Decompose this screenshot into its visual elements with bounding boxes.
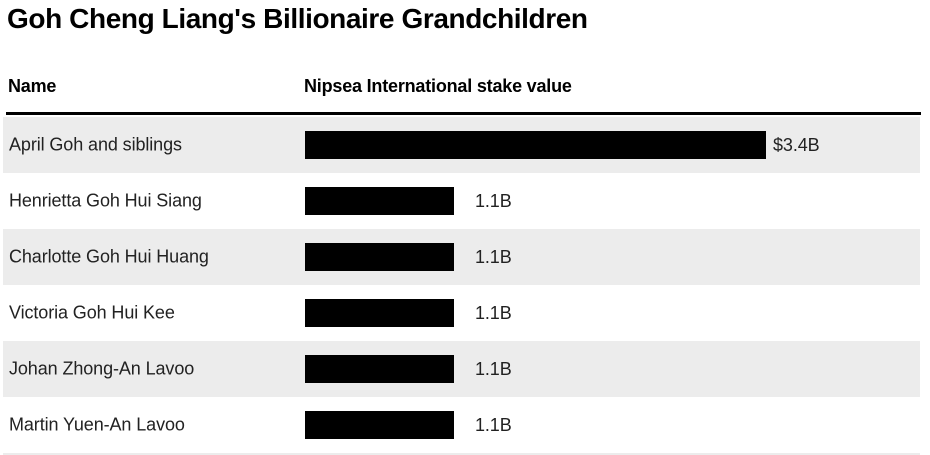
value-label: 1.1B: [475, 190, 512, 211]
value-bar: [305, 411, 454, 439]
row-name-label: April Goh and siblings: [9, 134, 182, 155]
value-label: $3.4B: [773, 134, 820, 155]
bar-area: 1.1B: [305, 299, 920, 327]
row-name-label: Martin Yuen-An Lavoo: [9, 414, 185, 435]
value-bar: [305, 243, 454, 271]
table-row: Johan Zhong-An Lavoo 1.1B: [3, 341, 920, 397]
value-bar: [305, 299, 454, 327]
value-bar: [305, 355, 454, 383]
column-header-name: Name: [8, 76, 57, 96]
bar-area: 1.1B: [305, 187, 920, 215]
bar-area: 1.1B: [305, 355, 920, 383]
value-bar: [305, 187, 454, 215]
value-label: 1.1B: [475, 302, 512, 323]
chart-rows: April Goh and siblings $3.4B Henrietta G…: [3, 117, 920, 453]
column-header-stake-value: Nipsea International stake value: [304, 76, 572, 96]
table-row: Henrietta Goh Hui Siang 1.1B: [3, 173, 920, 229]
table-row: Martin Yuen-An Lavoo 1.1B: [3, 397, 920, 453]
table-row: April Goh and siblings $3.4B: [3, 117, 920, 173]
next-row-sliver: [3, 453, 920, 455]
value-label: 1.1B: [475, 246, 512, 267]
chart-title: Goh Cheng Liang's Billionaire Grandchild…: [7, 3, 588, 34]
row-name-label: Charlotte Goh Hui Huang: [9, 246, 209, 267]
row-name-label: Johan Zhong-An Lavoo: [9, 358, 195, 379]
table-row: Victoria Goh Hui Kee 1.1B: [3, 285, 920, 341]
bar-area: 1.1B: [305, 243, 920, 271]
bar-area: 1.1B: [305, 411, 920, 439]
value-label: 1.1B: [475, 358, 512, 379]
value-bar: [305, 131, 766, 159]
table-row: Charlotte Goh Hui Huang 1.1B: [3, 229, 920, 285]
row-name-label: Victoria Goh Hui Kee: [9, 302, 175, 323]
value-label: 1.1B: [475, 414, 512, 435]
row-name-label: Henrietta Goh Hui Siang: [9, 190, 202, 211]
header-rule: [6, 112, 921, 115]
bar-area: $3.4B: [305, 131, 920, 159]
